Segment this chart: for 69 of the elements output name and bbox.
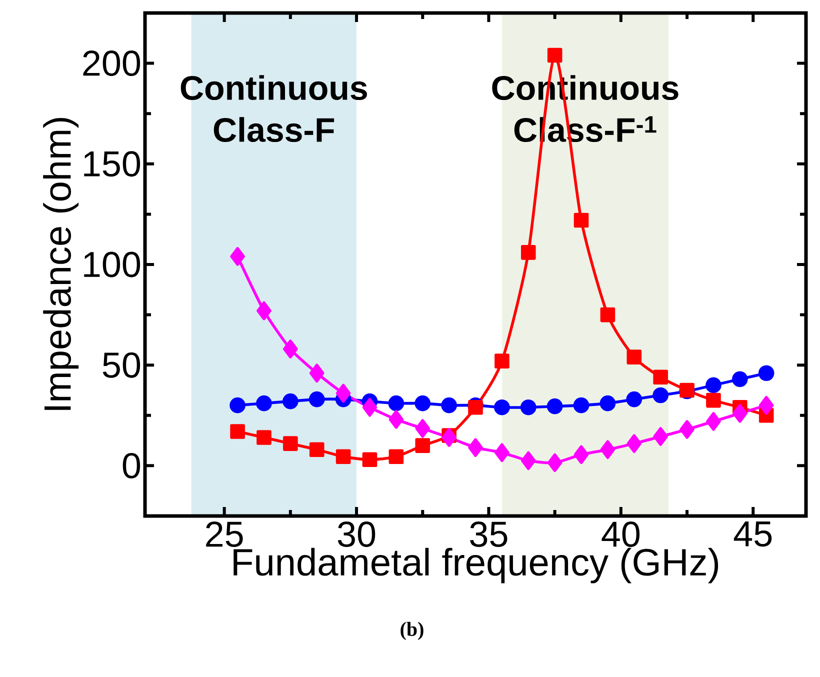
point (626, 350, 642, 364)
point (547, 453, 562, 472)
point (336, 449, 351, 464)
point (758, 396, 774, 415)
point (468, 438, 483, 457)
point (600, 307, 616, 322)
point (441, 397, 457, 414)
point (600, 440, 616, 459)
band-label: Continuous Class-F (180, 75, 367, 142)
point (230, 247, 245, 266)
point (706, 377, 722, 394)
point (732, 404, 748, 423)
point (680, 420, 694, 439)
point (362, 398, 378, 417)
point (415, 438, 430, 453)
point (494, 354, 510, 368)
point (309, 442, 324, 457)
point (653, 427, 668, 446)
y-tick-label: 50 (102, 352, 140, 378)
x-axis-title: Fundametal frequency (GHz) (234, 548, 718, 584)
y-tick-label: 200 (83, 50, 140, 76)
point (230, 397, 246, 414)
point (256, 430, 272, 445)
point (468, 400, 483, 415)
y-tick-label: 150 (84, 151, 140, 177)
x-tick-label: 35 (470, 522, 508, 547)
point (653, 370, 668, 385)
point (388, 410, 404, 429)
point (309, 364, 324, 383)
point (520, 399, 536, 416)
text: (b) (400, 622, 424, 640)
point (574, 445, 589, 464)
point (574, 212, 589, 228)
point (706, 392, 721, 408)
point (336, 384, 351, 403)
point (442, 428, 456, 447)
point (520, 451, 536, 470)
point (362, 452, 378, 468)
point (414, 395, 431, 412)
point (706, 412, 721, 431)
point (573, 397, 590, 414)
y-tick-label: 0 (122, 452, 140, 478)
x-tick-label: 25 (206, 522, 243, 547)
point (494, 399, 510, 416)
x-tick-label: 30 (338, 522, 376, 547)
y-tick-label: 100 (84, 252, 140, 278)
point (308, 391, 325, 408)
point (520, 245, 536, 260)
point (256, 395, 272, 412)
point (600, 395, 616, 412)
point (388, 395, 404, 412)
point (758, 365, 774, 382)
x-tick-label: 40 (602, 522, 640, 547)
y-axis-title: Impedance (ohm) (43, 118, 79, 410)
point (494, 443, 510, 462)
point (547, 48, 562, 63)
point (546, 398, 563, 414)
point (230, 424, 245, 439)
point (283, 340, 298, 358)
point (626, 391, 642, 408)
point (283, 436, 298, 451)
point (388, 449, 404, 464)
point (732, 371, 748, 388)
x-tick-label: 45 (734, 522, 772, 547)
point (652, 387, 668, 404)
point (415, 419, 430, 438)
point (282, 393, 298, 410)
point (256, 301, 272, 320)
point (626, 434, 642, 453)
